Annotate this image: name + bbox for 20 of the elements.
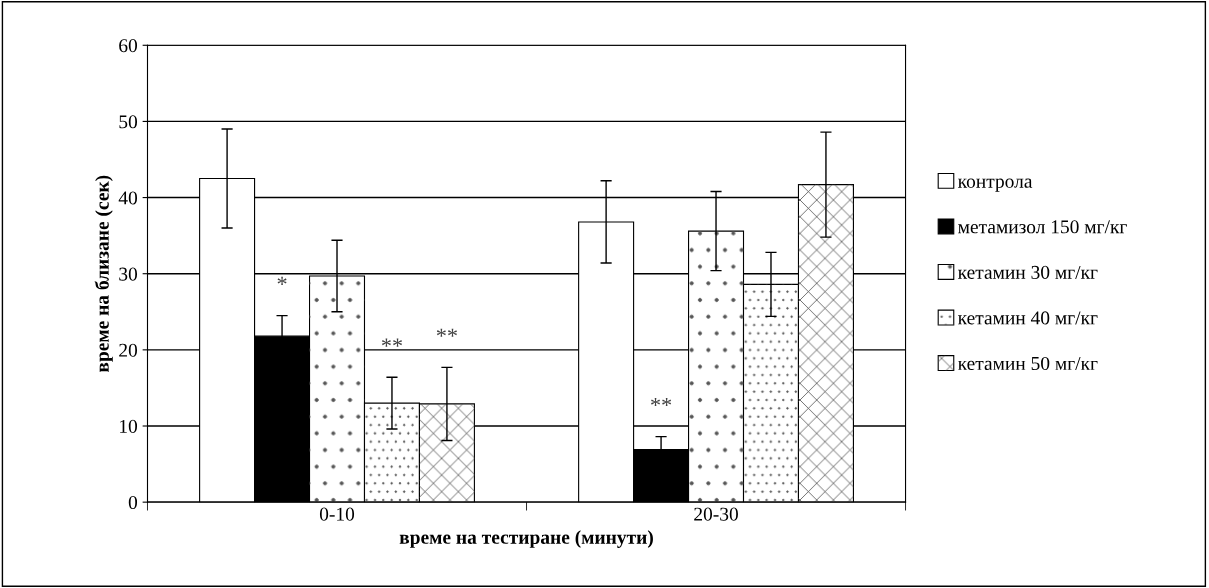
data-label: ** [436, 328, 457, 337]
y-tick-label: 20 [119, 343, 138, 357]
legend-label: кетамин 30 мг/кг [958, 265, 1098, 279]
y-tick-label: 50 [119, 115, 138, 129]
legend-label: контрола [958, 178, 1033, 192]
x-tick-label: 20-30 [694, 507, 738, 521]
y-tick-label: 0 [128, 495, 138, 510]
x-axis-title: време на тестиране (минути) [399, 530, 653, 548]
y-tick-label: 30 [119, 267, 138, 281]
data-label: * [277, 276, 287, 286]
y-tick-label: 40 [118, 191, 138, 205]
legend-label: кетамин 50 мг/кг [958, 356, 1098, 371]
legend-label: метамизол 150 мг/кг [958, 220, 1127, 234]
y-tick-label: 60 [119, 39, 138, 53]
y-tick-label: 10 [120, 419, 138, 433]
x-tick-label: 0-10 [319, 507, 355, 521]
data-label: ** [651, 397, 672, 407]
legend-label: кетамин 40 мг/кг [958, 311, 1098, 325]
y-axis-title: време на близане (сек) [94, 175, 113, 373]
data-label: ** [381, 338, 403, 347]
